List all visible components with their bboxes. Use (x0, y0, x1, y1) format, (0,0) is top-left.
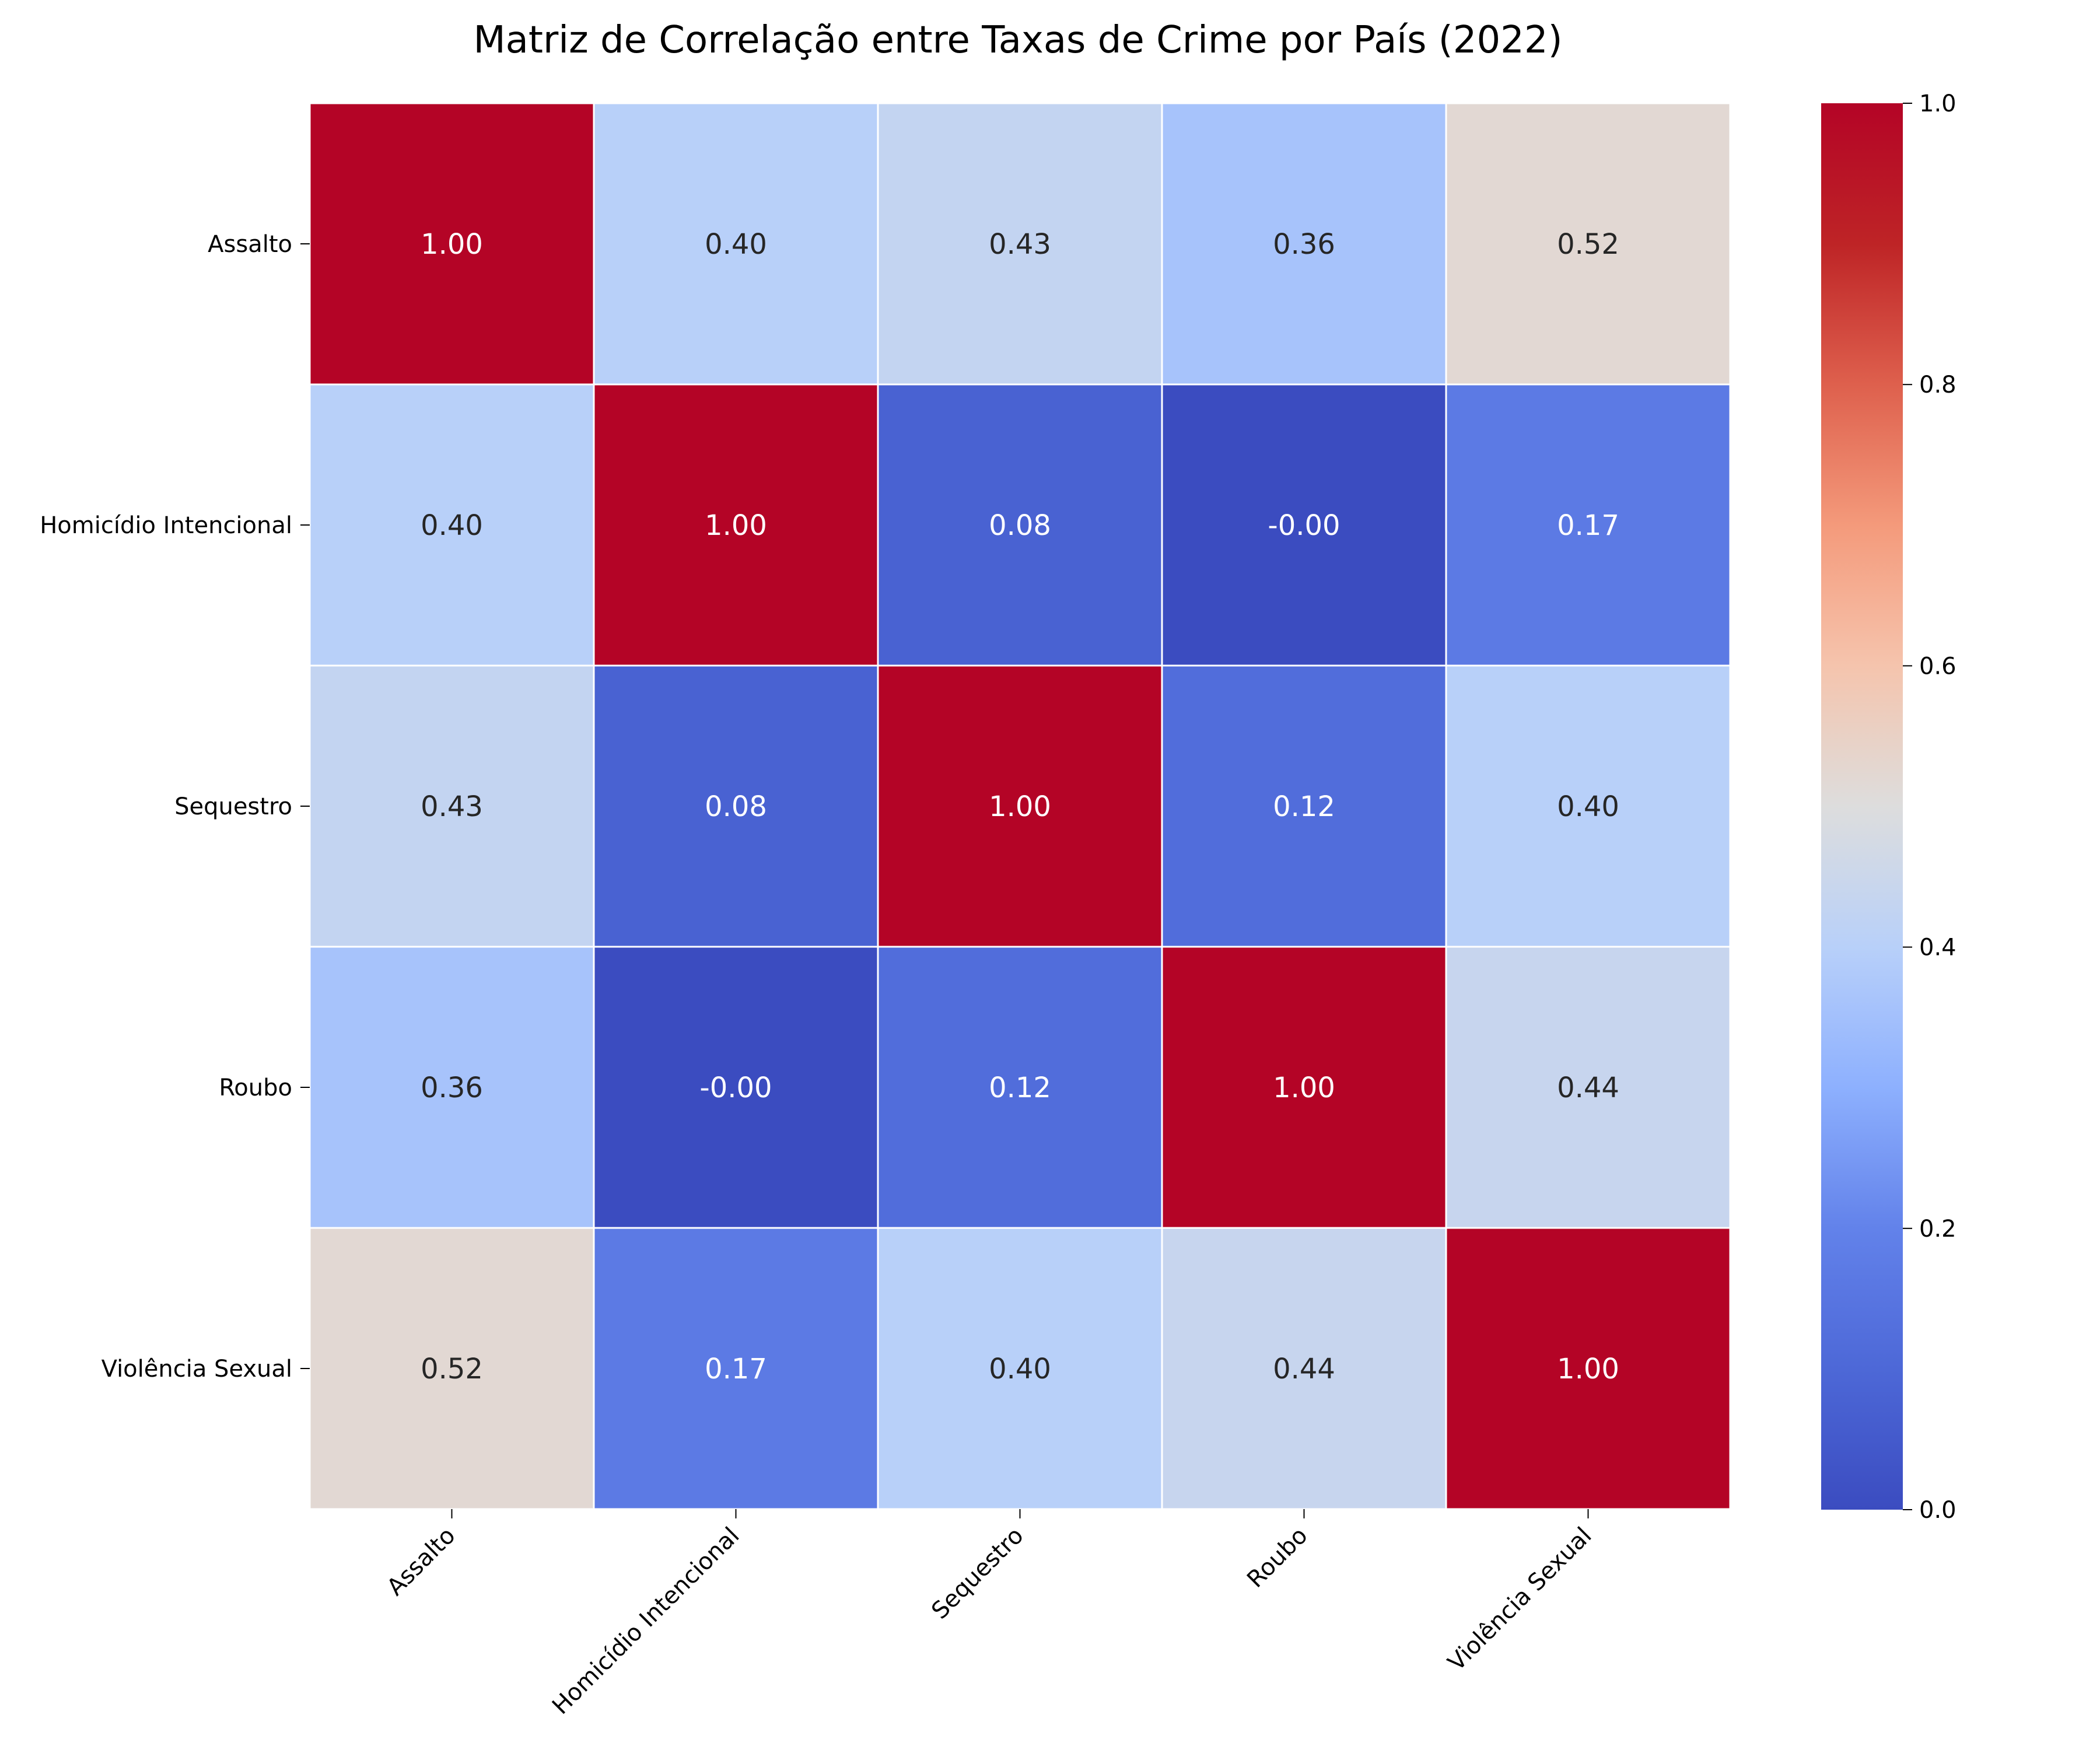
cell-value-label: 0.36 (1273, 228, 1335, 261)
heatmap-cell (593, 383, 879, 667)
heatmap-cell (877, 946, 1163, 1229)
cell-value-label: 0.12 (989, 1072, 1051, 1104)
chart-title: Matriz de Correlação entre Taxas de Crim… (473, 19, 1562, 62)
heatmap-cell (1161, 102, 1447, 386)
heatmap-cell (593, 1227, 879, 1510)
heatmap-cell (309, 383, 595, 667)
cell-value-label: 0.52 (1557, 228, 1619, 261)
cell-value-label: 0.08 (989, 509, 1051, 542)
y-tick-label: Violência Sexual (102, 1356, 292, 1382)
heatmap-cell (877, 102, 1163, 386)
heatmap-cell (1161, 946, 1447, 1229)
cell-value-label: 0.40 (1557, 790, 1619, 823)
heatmap-cell (1445, 946, 1731, 1229)
cell-value-label: 1.00 (421, 228, 483, 261)
y-tick-label: Assalto (208, 231, 292, 258)
colorbar (1821, 103, 1903, 1510)
heatmap-cell (309, 1227, 595, 1510)
cell-value-label: 0.17 (1557, 509, 1619, 542)
heatmap-cell (1161, 664, 1447, 948)
heatmap-cell (877, 1227, 1163, 1510)
cell-value-label: 0.08 (705, 790, 767, 823)
heatmap-cell (877, 383, 1163, 667)
heatmap-cell (593, 946, 879, 1229)
cell-value-label: 0.40 (705, 228, 767, 261)
colorbar-tick-label: 0.2 (1919, 1216, 1957, 1242)
heatmap-cell (1445, 383, 1731, 667)
heatmap-cell (1161, 383, 1447, 667)
y-axis-ticks: Assalto Homicídio Intencional Sequestro Rou… (40, 231, 310, 1382)
heatmap-cell (309, 102, 595, 386)
y-tick-label: Sequestro (174, 793, 292, 820)
heatmap-cell (877, 664, 1163, 948)
cell-value-label: -0.00 (1268, 509, 1340, 542)
colorbar-ticks: 0.0 0.2 0.4 0.6 0.8 1.0 (1903, 90, 1957, 1524)
colorbar-tick-label: 0.6 (1919, 653, 1957, 680)
cell-value-label: 0.43 (421, 790, 483, 823)
cell-value-label: 0.17 (705, 1353, 767, 1385)
colorbar-tick-label: 0.4 (1919, 935, 1957, 961)
heatmap-cells (309, 102, 1731, 1510)
cell-value-label: -0.00 (699, 1072, 772, 1104)
heatmap-cell (1161, 1227, 1447, 1510)
colorbar-tick-label: 0.0 (1919, 1497, 1957, 1524)
colorbar-tick-label: 1.0 (1919, 90, 1957, 117)
cell-value-label: 0.44 (1273, 1353, 1335, 1385)
cell-value-label: 1.00 (1273, 1072, 1335, 1104)
cell-value-label: 1.00 (1557, 1353, 1619, 1385)
heatmap-cell (593, 102, 879, 386)
cell-value-label: 0.40 (421, 509, 483, 542)
heatmap-cell (1445, 1227, 1731, 1510)
heatmap-cell-labels: 1.00 0.40 0.43 0.36 0.52 0.40 1.00 0.08 -0.00 0.1… (421, 228, 1619, 1385)
cell-value-label: 0.44 (1557, 1072, 1619, 1104)
y-tick-label: Homicídio Intencional (40, 512, 292, 539)
y-tick-label: Roubo (219, 1074, 292, 1101)
cell-value-label: 0.52 (421, 1353, 483, 1385)
cell-value-label: 0.40 (989, 1353, 1051, 1385)
heatmap-cell (1445, 664, 1731, 948)
heatmap-cell (309, 946, 595, 1229)
colorbar-tick-label: 0.8 (1919, 372, 1957, 398)
cell-value-label: 0.36 (421, 1072, 483, 1104)
heatmap-cell (593, 664, 879, 948)
cell-value-label: 1.00 (705, 509, 767, 542)
cell-value-label: 0.43 (989, 228, 1051, 261)
cell-value-label: 0.12 (1273, 790, 1335, 823)
cell-value-label: 1.00 (989, 790, 1051, 823)
